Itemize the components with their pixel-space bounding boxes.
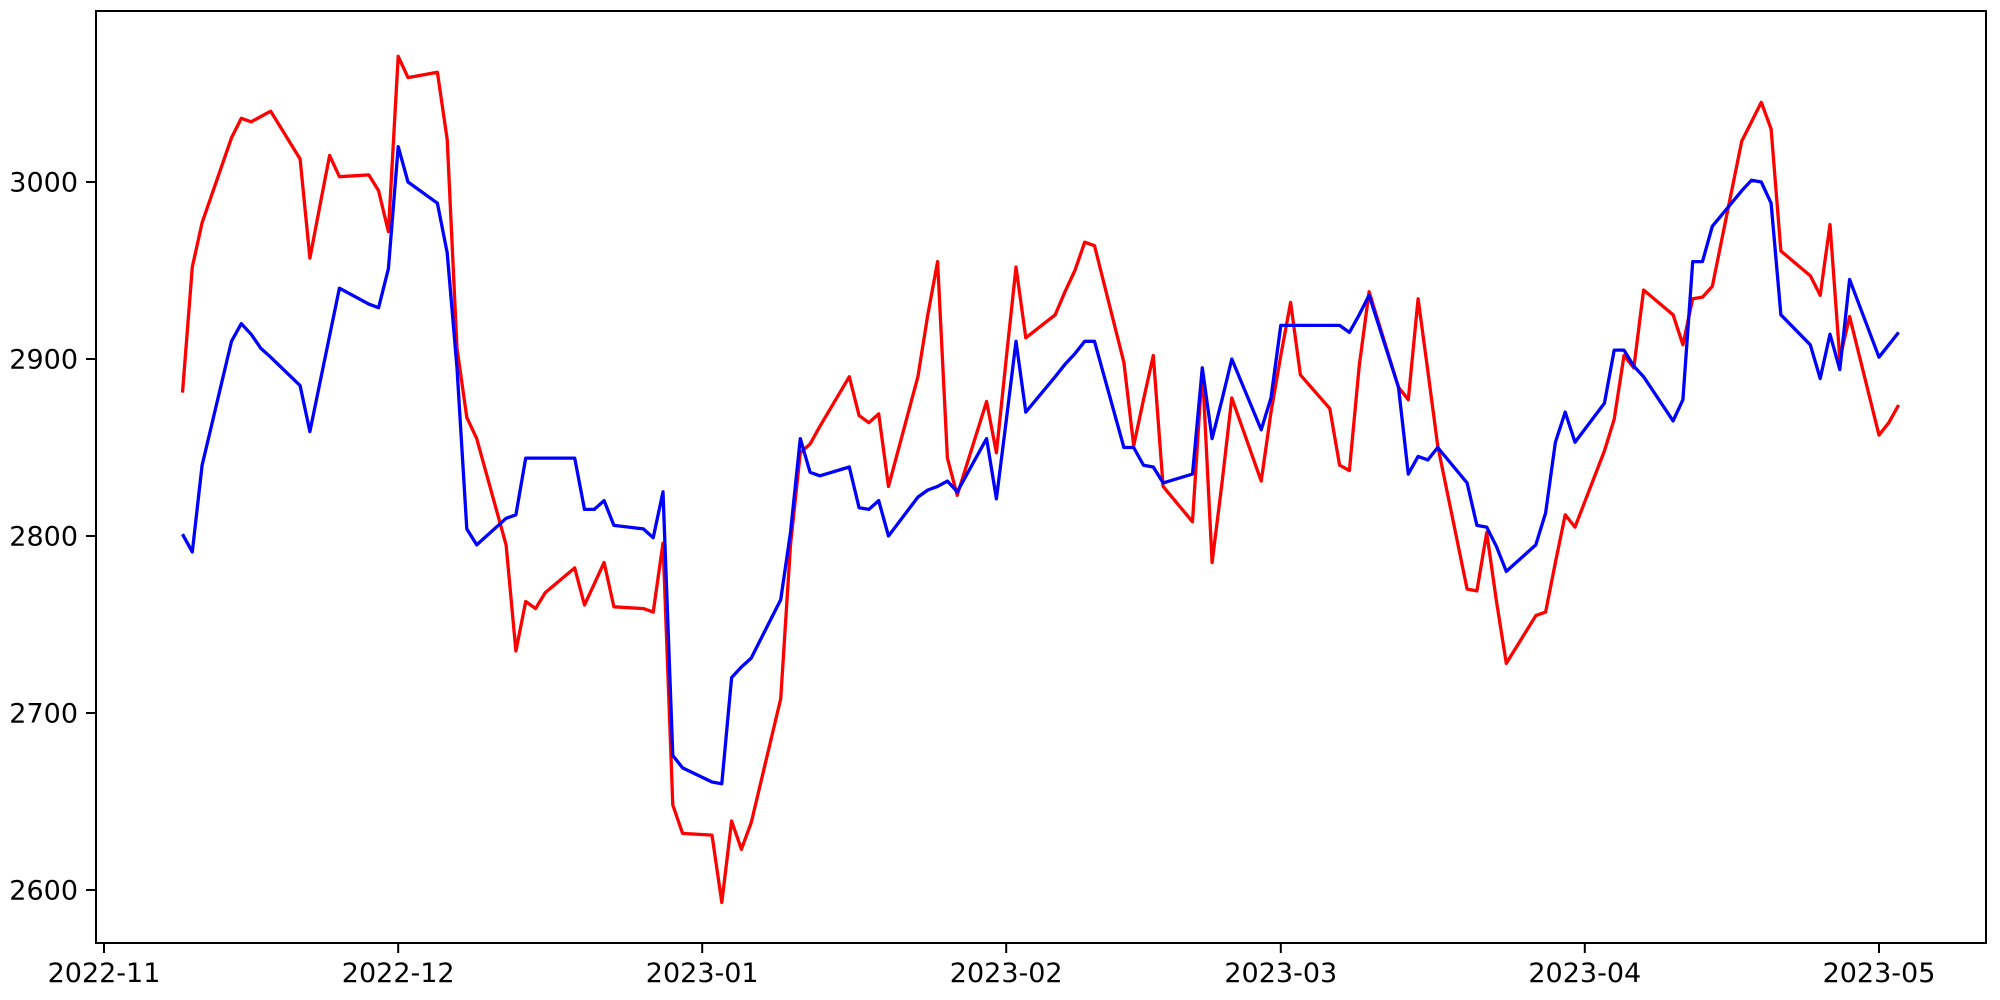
axes-frame <box>95 10 1987 944</box>
x-axis-tick-label: 2022-11 <box>48 958 161 989</box>
x-axis-tick-label: 2023-02 <box>950 958 1063 989</box>
y-axis-tick-label: 2800 <box>9 522 78 553</box>
red-series-line <box>180 54 1901 905</box>
plot-area <box>96 11 1986 943</box>
x-axis-tick-label: 2022-12 <box>342 958 455 989</box>
y-axis-tick-label: 2600 <box>9 876 78 907</box>
y-axis-tick-label: 3000 <box>9 168 78 199</box>
x-axis-tick-label: 2023-04 <box>1528 958 1641 989</box>
x-axis-tick-label: 2023-05 <box>1823 958 1936 989</box>
y-axis-tick-label: 2900 <box>9 345 78 376</box>
x-axis-tick-label: 2023-01 <box>646 958 759 989</box>
y-axis-tick-label: 2700 <box>9 699 78 730</box>
blue-series-line <box>181 144 1900 786</box>
x-axis-tick-label: 2023-03 <box>1224 958 1337 989</box>
